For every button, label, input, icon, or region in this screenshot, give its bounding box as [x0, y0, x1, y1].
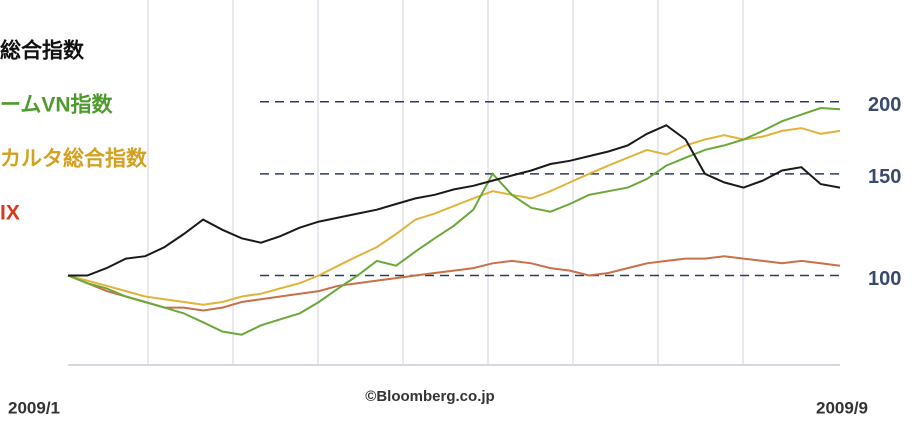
series-line [67, 127, 841, 306]
y-tick-label: 100 [868, 268, 901, 290]
series-line [67, 255, 841, 312]
series-line [68, 124, 841, 277]
x-tick-label: 2009/1 [8, 398, 60, 417]
x-grid [147, 0, 744, 365]
legend-label: IX [0, 202, 20, 225]
legend-label: カルタ総合指数 [0, 147, 148, 171]
series-line [67, 106, 841, 336]
x-tick-label: 2009/9 [816, 398, 868, 417]
legend-label: ームVN指数 [0, 94, 114, 117]
y-tick-label: 150 [868, 166, 901, 188]
y-tick-label: 200 [868, 94, 901, 116]
source: ©Bloomberg.co.jp [365, 388, 494, 405]
legend-label: 総合指数 [0, 39, 85, 63]
